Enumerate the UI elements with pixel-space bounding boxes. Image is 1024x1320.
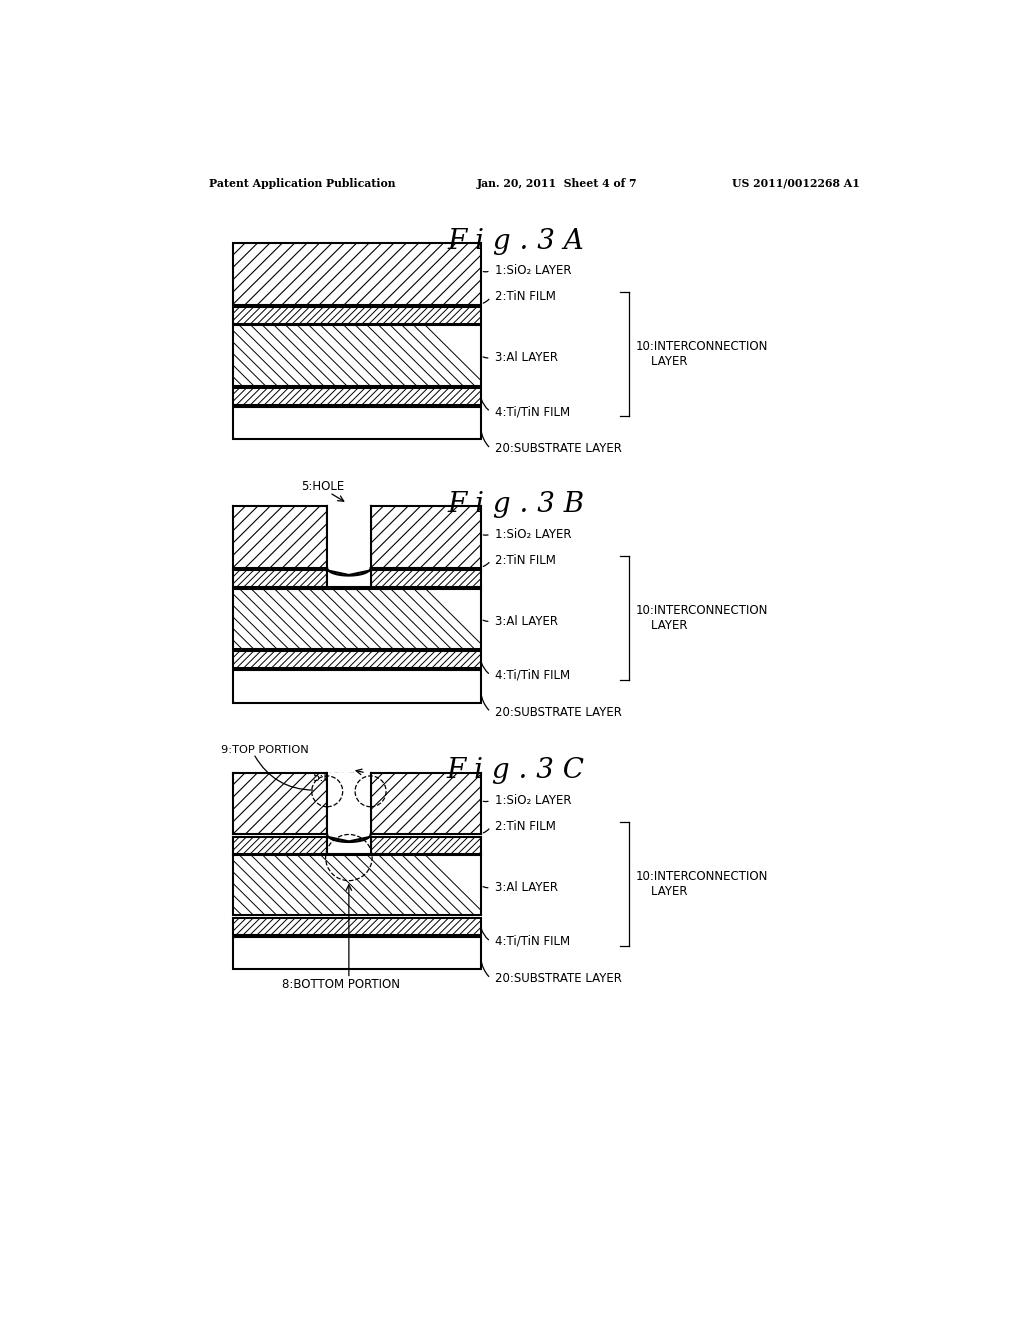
Bar xyxy=(232,507,328,568)
Text: 3:Al LAYER: 3:Al LAYER xyxy=(495,615,558,628)
Polygon shape xyxy=(328,774,371,842)
Text: 2:TiN FILM: 2:TiN FILM xyxy=(495,290,555,304)
Text: 2:TiN FILM: 2:TiN FILM xyxy=(495,820,555,833)
Bar xyxy=(232,651,480,668)
Text: 10:INTERCONNECTION
    LAYER: 10:INTERCONNECTION LAYER xyxy=(636,341,768,368)
Text: 4:Ti/TiN FILM: 4:Ti/TiN FILM xyxy=(495,935,569,948)
Text: US 2011/0012268 A1: US 2011/0012268 A1 xyxy=(732,178,860,189)
Bar xyxy=(232,308,480,323)
Bar xyxy=(232,774,328,834)
Bar xyxy=(328,836,371,854)
Text: 9:TOP PORTION: 9:TOP PORTION xyxy=(221,744,309,755)
Text: Jan. 20, 2011  Sheet 4 of 7: Jan. 20, 2011 Sheet 4 of 7 xyxy=(477,178,637,189)
Text: 10:INTERCONNECTION
    LAYER: 10:INTERCONNECTION LAYER xyxy=(636,603,768,632)
Bar xyxy=(328,507,371,568)
Bar xyxy=(328,837,371,854)
Text: 2:TiN FILM: 2:TiN FILM xyxy=(495,554,555,566)
Bar xyxy=(328,774,371,834)
Bar xyxy=(328,570,371,587)
Bar xyxy=(371,837,480,854)
Bar xyxy=(232,388,480,405)
Text: 1:SiO₂ LAYER: 1:SiO₂ LAYER xyxy=(495,795,571,807)
Text: 10:INTERCONNECTION
    LAYER: 10:INTERCONNECTION LAYER xyxy=(636,870,768,898)
Bar xyxy=(328,570,371,587)
Bar xyxy=(232,937,480,969)
Text: 5:HOLE: 5:HOLE xyxy=(312,771,355,784)
Bar xyxy=(232,407,480,440)
Bar xyxy=(371,774,480,834)
Text: F i g . 3 A: F i g . 3 A xyxy=(447,227,584,255)
Text: Patent Application Publication: Patent Application Publication xyxy=(209,178,396,189)
Text: 20:SUBSTRATE LAYER: 20:SUBSTRATE LAYER xyxy=(495,705,622,718)
Text: 1:SiO₂ LAYER: 1:SiO₂ LAYER xyxy=(495,528,571,541)
Text: 4:Ti/TiN FILM: 4:Ti/TiN FILM xyxy=(495,405,569,418)
Text: F i g . 3 C: F i g . 3 C xyxy=(446,758,585,784)
Text: 5:HOLE: 5:HOLE xyxy=(301,480,344,492)
Text: F i g . 3 B: F i g . 3 B xyxy=(446,491,584,517)
Bar xyxy=(232,671,480,702)
Text: 1:SiO₂ LAYER: 1:SiO₂ LAYER xyxy=(495,264,571,277)
Bar xyxy=(371,570,480,587)
Text: 20:SUBSTRATE LAYER: 20:SUBSTRATE LAYER xyxy=(495,442,622,455)
Text: 8:BOTTOM PORTION: 8:BOTTOM PORTION xyxy=(283,978,400,991)
Text: 3:Al LAYER: 3:Al LAYER xyxy=(495,351,558,364)
Bar xyxy=(232,855,480,915)
Bar xyxy=(232,589,480,649)
Text: 3:Al LAYER: 3:Al LAYER xyxy=(495,880,558,894)
Bar xyxy=(371,507,480,568)
Bar xyxy=(232,917,480,935)
Bar xyxy=(232,326,480,385)
Bar xyxy=(232,837,328,854)
Polygon shape xyxy=(328,507,371,576)
Bar xyxy=(232,570,328,587)
Bar xyxy=(232,243,480,305)
Text: 4:Ti/TiN FILM: 4:Ti/TiN FILM xyxy=(495,668,569,681)
Text: 20:SUBSTRATE LAYER: 20:SUBSTRATE LAYER xyxy=(495,972,622,985)
